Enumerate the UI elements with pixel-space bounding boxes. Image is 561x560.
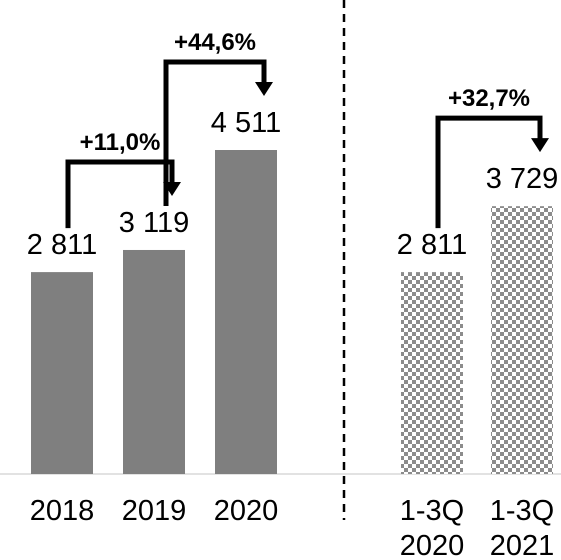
bar-2019 — [123, 249, 185, 474]
category-label: 1-3Q — [400, 495, 464, 527]
growth-arrow — [65, 159, 175, 229]
growth-label: +44,6% — [174, 29, 256, 56]
category-label: 2020 — [400, 530, 465, 560]
bar-value-label: 4 511 — [211, 107, 281, 139]
category-label: 2021 — [490, 530, 555, 560]
category-label: 2019 — [122, 495, 187, 527]
bar-2018 — [31, 272, 93, 474]
growth-label: +11,0% — [80, 129, 161, 156]
growth-arrowhead — [255, 82, 273, 96]
bars-layer — [31, 150, 553, 475]
bar-value-label: 3 729 — [486, 163, 559, 195]
bar-1-3q-2020 — [401, 272, 463, 474]
category-label: 1-3Q — [490, 495, 554, 527]
bar-value-label: 2 811 — [27, 229, 97, 261]
growth-arrowhead — [531, 138, 549, 153]
bar-2020 — [215, 150, 277, 474]
growth-arrow — [435, 115, 543, 229]
growth-arrows-layer — [65, 59, 549, 229]
bar-value-label: 2 811 — [397, 229, 467, 261]
category-label: 2018 — [30, 495, 95, 527]
growth-arrow — [163, 59, 267, 206]
bar-1-3q-2021 — [491, 206, 553, 475]
growth-label: +32,7% — [448, 85, 530, 112]
bar-value-label: 3 119 — [119, 207, 189, 239]
category-label: 2020 — [214, 495, 279, 527]
